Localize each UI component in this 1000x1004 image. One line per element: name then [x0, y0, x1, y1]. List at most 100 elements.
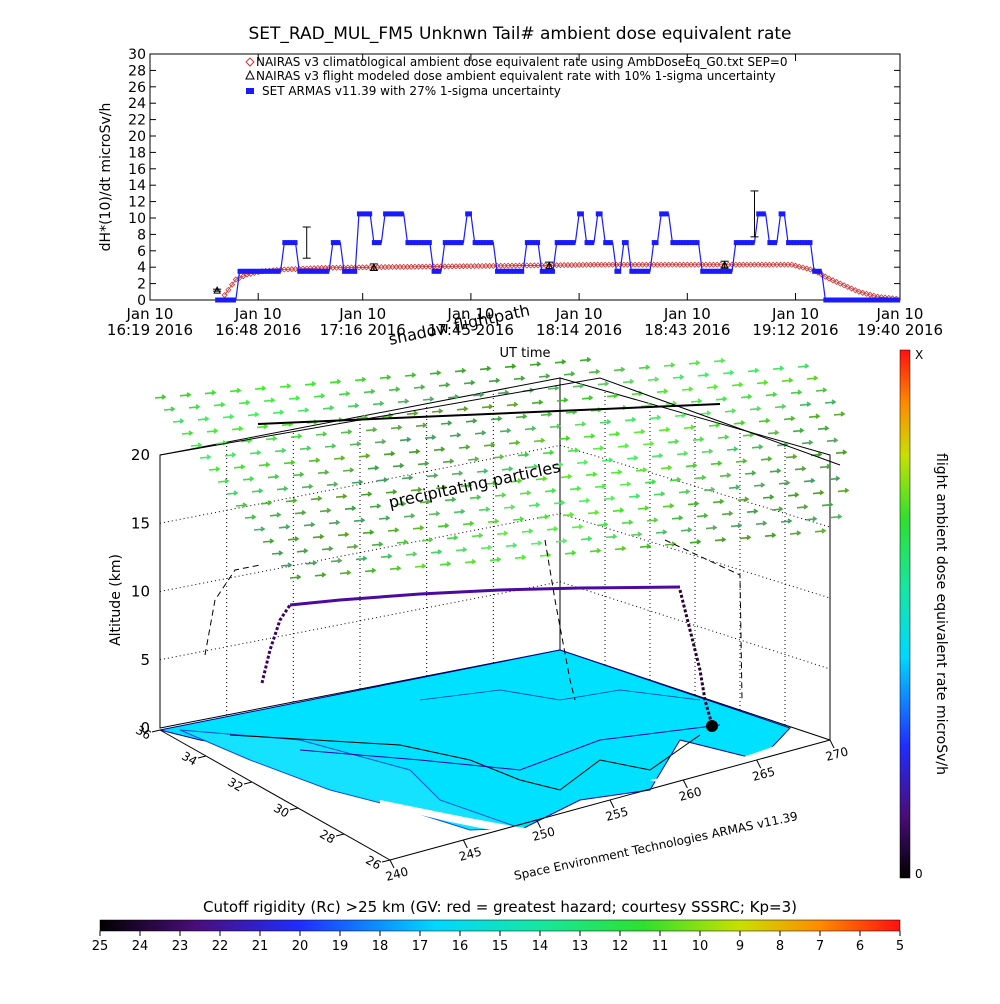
particle-arrow — [337, 531, 350, 538]
particle-arrow — [606, 392, 619, 399]
right-colorbar-label: flight ambient dose equivalent rate micr… — [933, 453, 949, 775]
armas-point — [896, 297, 901, 303]
particle-arrow — [785, 453, 798, 460]
particle-arrow — [444, 496, 457, 503]
x-tick-time: 18:14 2016 — [536, 321, 622, 339]
lon-tick — [389, 859, 395, 869]
particle-arrow — [799, 401, 812, 407]
particle-arrow — [439, 561, 452, 567]
armas-point — [257, 268, 262, 274]
particle-arrow — [724, 408, 737, 414]
armas-point — [808, 240, 813, 246]
particle-arrow — [464, 558, 477, 565]
lon-tick-label: 255 — [604, 804, 630, 823]
x-tick-time: 16:19 2016 — [107, 321, 193, 339]
armas-point — [245, 268, 250, 274]
armas-point — [678, 240, 683, 246]
particle-arrow — [592, 445, 605, 451]
y-tick-label: 16 — [128, 162, 146, 178]
particle-arrow — [269, 512, 282, 518]
particle-arrow — [346, 543, 359, 550]
climatological-point — [855, 288, 863, 295]
armas-point — [495, 268, 500, 274]
particle-arrow — [333, 455, 346, 461]
particle-arrow — [835, 449, 848, 455]
particle-arrow — [576, 459, 589, 465]
particle-arrow — [371, 541, 384, 547]
climatological-point — [225, 286, 232, 293]
climatological-point — [229, 281, 236, 288]
particle-arrow — [688, 360, 701, 366]
particle-arrow — [529, 361, 542, 367]
particle-arrow — [321, 545, 334, 552]
armas-point — [587, 240, 592, 246]
armas-point — [431, 268, 436, 274]
particle-arrow — [574, 421, 587, 427]
particle-arrow — [190, 442, 203, 448]
lon-tick — [682, 779, 688, 789]
particle-arrow — [229, 387, 242, 394]
armas-point — [637, 268, 642, 274]
particle-arrow — [563, 371, 576, 377]
armas-point — [285, 240, 290, 246]
particle-arrow — [279, 383, 292, 389]
bottom-tick-label: 11 — [652, 939, 669, 954]
particle-arrow — [410, 486, 423, 493]
armas-point — [527, 240, 532, 246]
particle-arrow — [597, 380, 610, 387]
particle-arrow — [580, 535, 593, 542]
particle-arrow — [826, 437, 839, 443]
bottom-tick-label: 7 — [816, 939, 824, 954]
particle-arrow — [833, 411, 846, 417]
particle-arrow — [374, 438, 387, 445]
altitude-ticks: 0 5 10 15 20 — [131, 446, 150, 737]
particle-arrow — [542, 449, 555, 456]
armas-point — [684, 240, 689, 246]
armas-point — [215, 297, 220, 303]
armas-point — [520, 268, 525, 274]
armas-point — [226, 297, 231, 303]
particle-arrow — [497, 389, 510, 396]
particle-arrow — [265, 435, 278, 442]
armas-point — [276, 268, 281, 274]
armas-point — [661, 211, 666, 217]
particle-arrow — [649, 414, 662, 421]
lon-tick-label: 260 — [677, 784, 703, 803]
armas-point — [425, 240, 430, 246]
particle-arrow — [760, 456, 773, 462]
legend-marker-climatological — [245, 57, 255, 67]
wall-grid-line — [559, 581, 831, 670]
particle-arrow — [506, 401, 519, 408]
particle-arrow — [797, 363, 810, 369]
armas-point — [293, 240, 298, 246]
armas-point — [856, 297, 861, 303]
legend-marker-flight-modeled — [245, 69, 255, 80]
armas-point — [394, 211, 399, 217]
armas-point — [413, 240, 418, 246]
particle-arrow — [188, 404, 201, 410]
particle-arrow — [583, 433, 596, 439]
armas-point — [342, 268, 347, 274]
armas-point — [842, 297, 847, 303]
lat-tick — [335, 833, 345, 837]
particle-arrow — [299, 445, 312, 451]
armas-point — [745, 240, 750, 246]
armas-point — [316, 268, 321, 274]
particle-arrow — [297, 407, 310, 413]
armas-point — [651, 240, 656, 246]
particle-arrow — [710, 460, 723, 466]
particle-arrow — [547, 385, 560, 391]
particle-arrow — [696, 512, 709, 519]
particle-arrow — [421, 537, 434, 543]
particle-arrow — [510, 478, 523, 484]
particle-arrow — [524, 425, 537, 432]
particle-arrow — [669, 476, 682, 483]
particle-arrow — [535, 475, 548, 482]
right-colorbar-top: X — [915, 348, 923, 362]
armas-point — [890, 297, 895, 303]
flight-modeled-point — [720, 260, 729, 269]
bottom-tick-label: 18 — [372, 939, 389, 954]
flight-ascent — [260, 604, 292, 684]
